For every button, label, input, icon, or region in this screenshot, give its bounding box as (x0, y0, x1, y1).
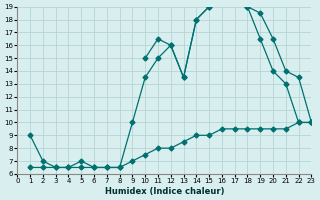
X-axis label: Humidex (Indice chaleur): Humidex (Indice chaleur) (105, 187, 224, 196)
